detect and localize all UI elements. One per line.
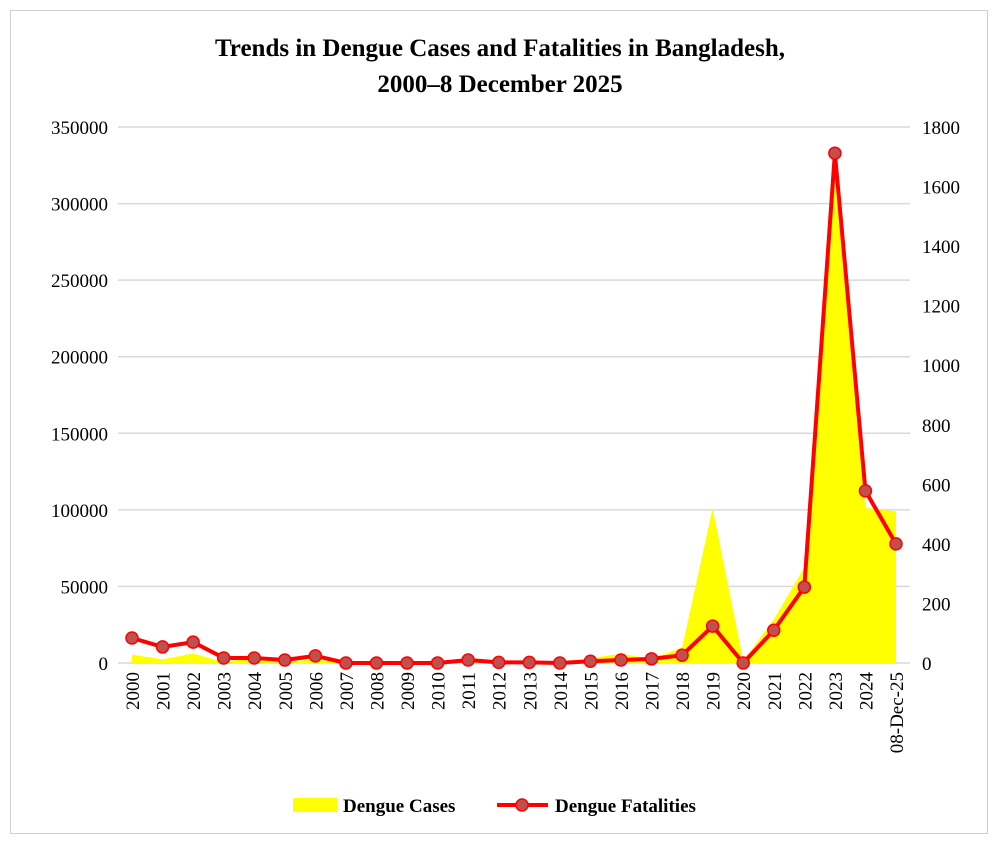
dengue-fatalities-point <box>491 655 506 670</box>
x-axis-tick-label: 2003 <box>215 672 236 710</box>
right-axis-tick-label: 1400 <box>922 237 960 258</box>
x-axis-tick-label: 2021 <box>765 672 786 710</box>
dengue-fatalities-point <box>675 648 689 663</box>
dengue-fatalities-point <box>461 653 475 667</box>
left-axis-tick-label: 250000 <box>51 271 108 292</box>
dengue-fatalities-point <box>614 653 628 667</box>
x-axis-tick-label: 2017 <box>643 672 664 710</box>
x-axis-tick-label: 2007 <box>337 672 358 710</box>
legend-swatch-cases <box>293 798 337 812</box>
dengue-fatalities-point <box>278 653 292 667</box>
right-axis-tick-label: 400 <box>922 535 951 556</box>
right-axis-tick-label: 0 <box>922 654 932 675</box>
right-axis-tick-label: 1800 <box>922 118 960 139</box>
dengue-fatalities-point <box>369 656 384 670</box>
dengue-fatalities-point <box>828 146 842 160</box>
x-axis-tick-label: 2022 <box>795 672 816 710</box>
dengue-fatalities-point <box>186 635 200 649</box>
chart-title-line-2: 2000–8 December 2025 <box>377 71 622 98</box>
left-axis-tick-label: 350000 <box>51 118 108 139</box>
dengue-fatalities-point <box>797 580 812 594</box>
legend-label-fatalities: Dengue Fatalities <box>555 796 696 817</box>
right-axis-tick-label: 800 <box>922 416 951 437</box>
dengue-fatalities-point <box>644 652 659 666</box>
x-axis-tick-label: 2019 <box>704 672 725 710</box>
right-axis-tick-label: 200 <box>922 594 951 615</box>
dengue-fatalities-point <box>339 656 353 670</box>
x-axis-tick-label: 2023 <box>826 672 847 710</box>
dengue-fatalities-point <box>216 651 231 665</box>
x-axis-tick-label: 2015 <box>581 672 602 710</box>
dengue-fatalities-point <box>858 484 873 498</box>
left-axis-tick-label: 0 <box>99 654 109 675</box>
dengue-fatalities-point <box>430 656 445 670</box>
left-axis-tick-label: 150000 <box>51 424 108 445</box>
x-axis-tick-label: 08-Dec-25 <box>887 672 908 753</box>
x-axis-tick-label: 2018 <box>673 672 694 710</box>
left-axis-tick-label: 50000 <box>61 577 109 598</box>
x-axis-tick-label: 2009 <box>398 672 419 710</box>
x-axis-tick-label: 2011 <box>459 672 480 709</box>
right-axis-tick-label: 1000 <box>922 356 960 377</box>
left-axis-tick-label: 300000 <box>51 195 108 216</box>
x-axis-tick-label: 2006 <box>306 672 327 710</box>
x-axis-tick-label: 2020 <box>734 672 755 710</box>
right-axis-tick-label: 1600 <box>922 178 960 199</box>
x-axis-tick-label: 2016 <box>612 672 633 710</box>
legend-swatch-fatalities-marker <box>515 798 529 812</box>
x-axis-tick-label: 2005 <box>276 672 297 710</box>
right-axis-tick-label: 1200 <box>922 297 960 318</box>
right-axis-tick-label: 600 <box>922 475 951 496</box>
legend-label-cases: Dengue Cases <box>343 796 455 817</box>
x-axis-tick-label: 2000 <box>123 672 144 710</box>
dengue-fatalities-point <box>125 631 139 645</box>
x-axis-tick-label: 2001 <box>154 672 175 710</box>
x-axis-tick-label: 2014 <box>551 672 572 711</box>
left-axis-tick-label: 200000 <box>51 348 108 369</box>
dengue-fatalities-point <box>308 649 323 663</box>
dengue-fatalities-point <box>247 651 261 665</box>
dengue-fatalities-point <box>767 623 781 637</box>
dengue-fatalities-point <box>522 655 537 670</box>
chart-frame <box>10 10 988 834</box>
dengue-cases-area <box>132 171 896 663</box>
dengue-fatalities-point <box>155 640 170 654</box>
dengue-fatalities-point <box>583 654 598 668</box>
x-axis-tick-label: 2002 <box>184 672 205 710</box>
x-axis-tick-label: 2024 <box>856 672 877 711</box>
x-axis-tick-label: 2004 <box>245 672 266 711</box>
dengue-fatalities-point <box>705 619 720 633</box>
dengue-fatalities-point <box>553 656 567 670</box>
dengue-fatalities-point <box>736 656 750 670</box>
x-axis-tick-label: 2013 <box>520 672 541 710</box>
x-axis-tick-label: 2012 <box>490 672 511 710</box>
left-axis-tick-label: 100000 <box>51 501 108 522</box>
x-axis-tick-label: 2010 <box>429 672 450 710</box>
chart-title-line-1: Trends in Dengue Cases and Fatalities in… <box>215 35 785 62</box>
legend: Dengue Cases Dengue Fatalities <box>293 796 696 817</box>
dengue-fatalities-point <box>889 537 903 551</box>
dengue-fatalities-point <box>400 656 414 670</box>
x-axis-tick-label: 2008 <box>367 672 388 710</box>
